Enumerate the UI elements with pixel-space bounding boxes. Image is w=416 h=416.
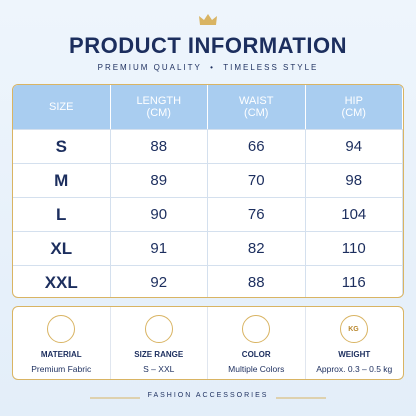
value-cell: 98 <box>305 163 403 197</box>
value-cell: 116 <box>305 265 403 297</box>
feature-value: S – XXL <box>143 364 175 374</box>
value-cell: 92 <box>110 265 208 297</box>
title: PRODUCT INFORMATION <box>69 33 347 58</box>
feature: MATERIAL Premium Fabric <box>13 307 111 379</box>
feature-value: Approx. 0.3 – 0.5 kg <box>316 364 393 374</box>
column-label: HIP <box>344 95 363 107</box>
value-cell: 110 <box>305 231 403 265</box>
footer: FASHION ACCESSORIES <box>147 392 269 399</box>
feature-value: Multiple Colors <box>228 364 285 374</box>
column-label: WAIST <box>239 95 274 107</box>
value-cell: 88 <box>110 129 208 163</box>
column-header: HIP (CM) <box>305 85 403 129</box>
value-cell: 66 <box>208 129 306 163</box>
size-cell: XL <box>13 231 111 265</box>
column-unit: (CM) <box>146 107 171 119</box>
value-cell: 89 <box>110 163 208 197</box>
value-cell: 76 <box>208 197 306 231</box>
feature-icon <box>47 315 75 343</box>
value-cell: 90 <box>110 197 208 231</box>
footer-lines <box>90 397 326 399</box>
feature-label: MATERIAL <box>40 350 82 359</box>
features-panel: MATERIAL Premium Fabric SIZE RANGE S – XXL C… <box>12 306 404 380</box>
value-cell: 94 <box>305 129 403 163</box>
feature-value: Premium Fabric <box>31 364 92 374</box>
value-cell: 82 <box>208 231 306 265</box>
feature-icon: KG <box>339 315 368 343</box>
column-unit: (CM) <box>244 107 269 119</box>
column-header: LENGTH (CM) <box>110 85 208 129</box>
column-unit: (CM) <box>341 107 366 119</box>
feature-icon <box>242 315 270 343</box>
feature: COLOR Multiple Colors <box>208 307 306 379</box>
feature: SIZE RANGE S – XXL <box>111 307 208 379</box>
value-cell: 88 <box>208 265 306 297</box>
crown-icon <box>199 14 217 25</box>
column-label: SIZE <box>49 101 74 113</box>
feature: KG WEIGHT Approx. 0.3 – 0.5 kg <box>306 307 404 379</box>
feature-icon <box>144 315 173 343</box>
column-header: SIZE <box>13 85 111 129</box>
value-cell: 104 <box>305 197 403 231</box>
feature-label: COLOR <box>241 350 271 359</box>
feature-label: WEIGHT <box>338 350 371 359</box>
value-cell: 91 <box>110 231 208 265</box>
column-label: LENGTH <box>136 95 182 107</box>
size-cell: XXL <box>13 265 111 297</box>
subtitle: PREMIUM QUALITY • TIMELESS STYLE <box>97 63 319 72</box>
size-cell: S <box>13 129 111 163</box>
column-header: WAIST (CM) <box>208 85 306 129</box>
value-cell: 70 <box>208 163 306 197</box>
size-cell: M <box>13 163 111 197</box>
size-table: SIZE LENGTH (CM) WAIST (CM) HIP (CM) S 88 66 94 M 89… <box>12 84 404 298</box>
size-cell: L <box>13 197 111 231</box>
feature-label: SIZE RANGE <box>134 350 184 359</box>
